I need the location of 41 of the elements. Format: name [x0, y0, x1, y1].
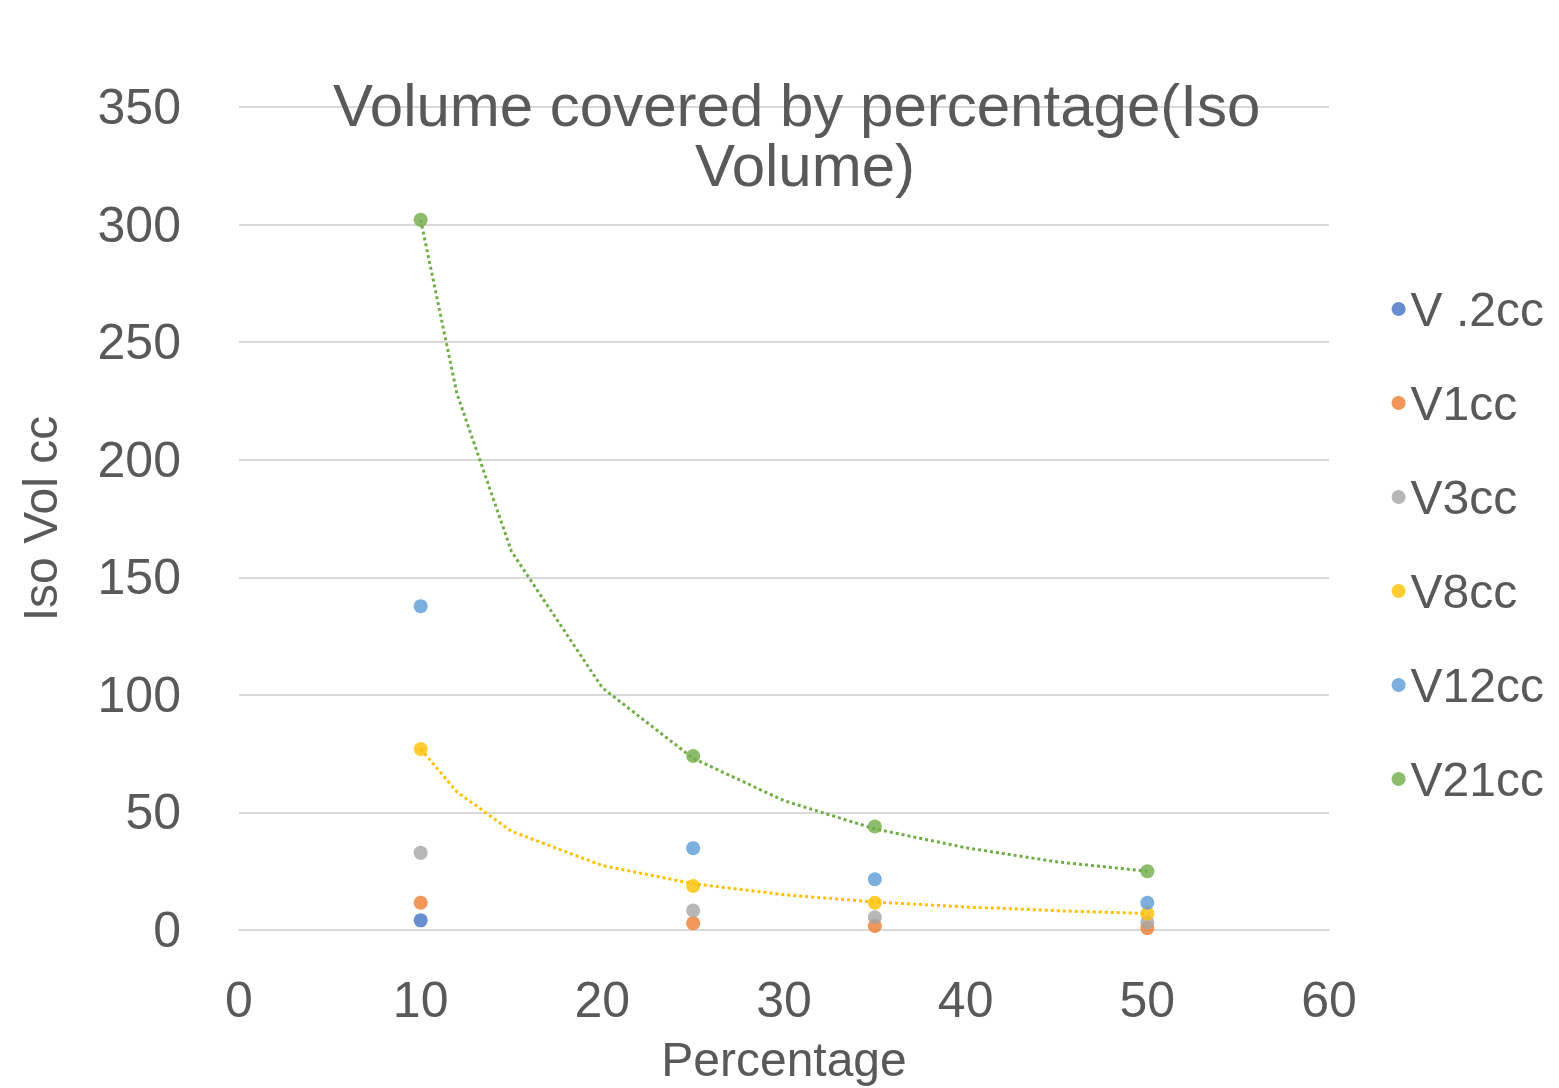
y-tick-label: 0: [153, 902, 181, 958]
y-tick-label: 250: [97, 314, 181, 371]
y-tick-label: 50: [125, 784, 181, 841]
point: [686, 879, 701, 894]
x-tick-label: 50: [1119, 972, 1176, 1028]
legend-label: V12cc: [1410, 658, 1544, 712]
x-tick-label: 0: [225, 972, 253, 1028]
y-axis-title: Iso Vol cc: [13, 415, 67, 622]
point: [867, 910, 882, 925]
y-tick-label: 350: [97, 79, 181, 135]
point: [867, 819, 882, 834]
point: [413, 845, 428, 860]
legend-label: V8cc: [1410, 564, 1518, 618]
legend-label: V3cc: [1410, 470, 1518, 524]
x-tick-label: 20: [574, 972, 631, 1028]
y-tick-label: 150: [97, 549, 181, 606]
point: [867, 895, 882, 910]
x-tick-label: 40: [937, 972, 994, 1028]
y-tick-label: 200: [97, 431, 181, 488]
x-tick-label: 60: [1301, 972, 1357, 1028]
point: [413, 913, 428, 928]
legend-label: V1cc: [1410, 376, 1518, 430]
x-axis-title: Percentage: [661, 1032, 907, 1086]
point: [686, 841, 701, 856]
x-tick-label: 10: [392, 972, 449, 1028]
point: [413, 212, 428, 227]
point: [867, 872, 882, 887]
legend-label: V21cc: [1410, 752, 1544, 806]
y-tick-label: 100: [97, 666, 181, 723]
legend-label: V .2cc: [1410, 282, 1544, 336]
point: [413, 895, 428, 910]
point: [413, 599, 428, 614]
point: [686, 903, 701, 918]
point: [1140, 895, 1155, 910]
point: [686, 916, 701, 931]
point: [413, 741, 428, 756]
point: [686, 749, 701, 763]
x-tick-label: 30: [756, 972, 812, 1028]
chart-title: Volume covered by percentage(Iso Volume): [333, 71, 1277, 199]
point: [1140, 864, 1155, 879]
y-tick-label: 300: [97, 196, 181, 253]
